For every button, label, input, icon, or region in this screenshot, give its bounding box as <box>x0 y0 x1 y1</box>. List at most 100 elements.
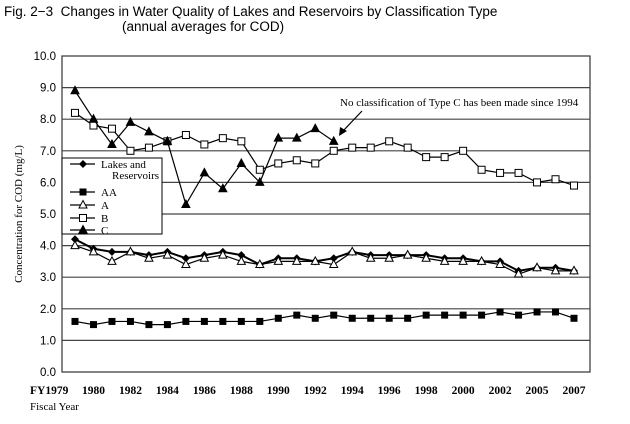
data-point-b <box>107 124 116 133</box>
y-tick-label: 2.0 <box>40 304 56 316</box>
data-point-a <box>70 240 80 250</box>
data-point-aa <box>71 317 79 325</box>
data-point-c <box>181 198 191 209</box>
data-point-aa <box>274 314 282 322</box>
data-point-b <box>385 137 394 146</box>
y-axis-label: Concentration for COD (mg/L) <box>13 145 25 283</box>
data-point-c <box>144 126 154 136</box>
x-tick-label: 1998 <box>415 385 438 397</box>
x-tick-label: 1980 <box>82 385 105 397</box>
annotation-text: No classification of Type C has been mad… <box>340 97 579 109</box>
data-point-c <box>273 132 284 142</box>
data-point-a <box>88 246 99 256</box>
data-point-aa <box>182 317 190 325</box>
data-point-aa <box>145 321 153 329</box>
data-point-a <box>199 252 210 262</box>
data-point-aa <box>108 317 116 325</box>
legend-box <box>61 157 163 235</box>
data-point-aa <box>348 314 356 322</box>
legend-marker <box>79 188 87 196</box>
data-point-c <box>70 85 80 95</box>
data-point-b <box>200 140 209 149</box>
series-line-a <box>74 245 574 275</box>
data-point-a <box>181 258 191 269</box>
data-point-aa <box>237 317 245 325</box>
data-point-a <box>421 252 431 262</box>
y-tick-label: 7.0 <box>40 146 56 158</box>
data-point-b <box>348 143 357 152</box>
data-point-a <box>162 249 173 259</box>
data-point-c <box>199 167 210 177</box>
x-tick-label: 2007 <box>563 385 586 397</box>
data-point-a <box>550 265 561 275</box>
data-point-b <box>71 108 79 117</box>
data-point-a <box>291 255 302 265</box>
legend-marker <box>79 214 87 222</box>
data-point-b <box>126 146 135 155</box>
data-point-lakes-and-reservoirs <box>237 251 246 260</box>
data-point-b <box>255 165 264 174</box>
data-point-a <box>384 252 395 262</box>
data-point-a <box>569 265 579 275</box>
data-point-a <box>236 255 247 265</box>
annotation-arrow <box>342 110 363 132</box>
data-point-a <box>458 255 468 265</box>
data-point-lakes-and-reservoirs <box>107 247 116 256</box>
data-point-c <box>328 135 339 145</box>
data-point-aa <box>570 314 578 322</box>
data-point-aa <box>496 308 504 316</box>
series-line-lakes-and-reservoirs <box>74 238 575 272</box>
chart-title-block: Fig. 2−3 Changes in Water Quality of Lak… <box>4 4 497 34</box>
chart-subtitle: (annual averages for COD) <box>122 19 285 34</box>
data-point-b <box>403 143 412 152</box>
data-point-aa <box>367 314 375 322</box>
x-tick-label: 2002 <box>489 385 512 397</box>
x-tick-label: 1984 <box>156 385 179 397</box>
data-point-aa <box>126 317 134 325</box>
series-line-b <box>74 112 575 187</box>
data-point-b <box>514 168 523 177</box>
x-tick-label: 2000 <box>452 385 475 397</box>
y-tick-label: 1.0 <box>40 335 56 347</box>
data-point-b <box>422 153 431 162</box>
data-point-aa <box>459 311 467 319</box>
chart-title: Fig. 2−3 Changes in Water Quality of Lak… <box>4 4 498 19</box>
data-point-a <box>328 258 339 269</box>
y-tick-label: 6.0 <box>40 177 56 189</box>
data-point-a <box>144 252 154 262</box>
data-point-c <box>291 132 302 142</box>
data-point-b <box>218 134 227 143</box>
x-tick-label: FY1979 <box>30 385 69 397</box>
data-point-b <box>440 153 449 162</box>
legend-label: B <box>101 213 108 225</box>
data-point-b <box>237 137 246 146</box>
data-point-a <box>532 262 542 272</box>
data-point-b <box>570 181 578 190</box>
data-point-b <box>366 143 375 152</box>
data-point-a <box>254 258 265 269</box>
series-line-aa <box>74 311 575 326</box>
data-point-a <box>107 255 117 265</box>
data-point-c <box>107 138 117 148</box>
legend-label: Lakes and <box>101 159 146 171</box>
x-axis-label: Fiscal Year <box>30 401 79 413</box>
data-point-b <box>329 146 338 155</box>
data-point-a <box>218 249 228 259</box>
data-point-b <box>551 175 560 184</box>
data-point-lakes-and-reservoirs <box>71 235 79 244</box>
data-point-aa <box>293 311 301 319</box>
x-tick-label: 1982 <box>119 385 142 397</box>
x-tick-label: 1990 <box>267 385 290 397</box>
legend-marker <box>78 224 88 234</box>
data-point-lakes-and-reservoirs <box>329 254 338 263</box>
data-point-c <box>125 116 136 126</box>
legend-label: Reservoirs <box>112 170 159 182</box>
data-point-aa <box>478 311 486 319</box>
data-point-c <box>254 176 265 186</box>
data-point-aa <box>219 317 227 325</box>
data-point-aa <box>404 314 412 322</box>
data-point-c <box>236 157 247 167</box>
data-point-aa <box>256 317 264 325</box>
data-point-a <box>402 249 413 259</box>
